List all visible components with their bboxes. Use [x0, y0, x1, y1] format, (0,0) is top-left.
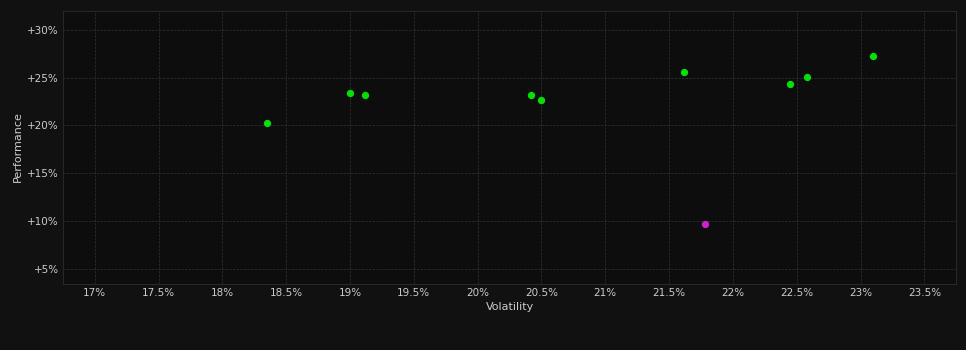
- Point: [866, 54, 881, 59]
- Point: [677, 69, 693, 75]
- Point: [342, 91, 357, 96]
- Point: [534, 97, 550, 103]
- Point: [697, 221, 713, 227]
- Point: [259, 120, 274, 125]
- Point: [799, 74, 814, 79]
- Y-axis label: Performance: Performance: [13, 112, 23, 182]
- Point: [782, 82, 798, 87]
- X-axis label: Volatility: Volatility: [486, 302, 533, 312]
- Point: [524, 92, 539, 98]
- Point: [357, 92, 373, 98]
